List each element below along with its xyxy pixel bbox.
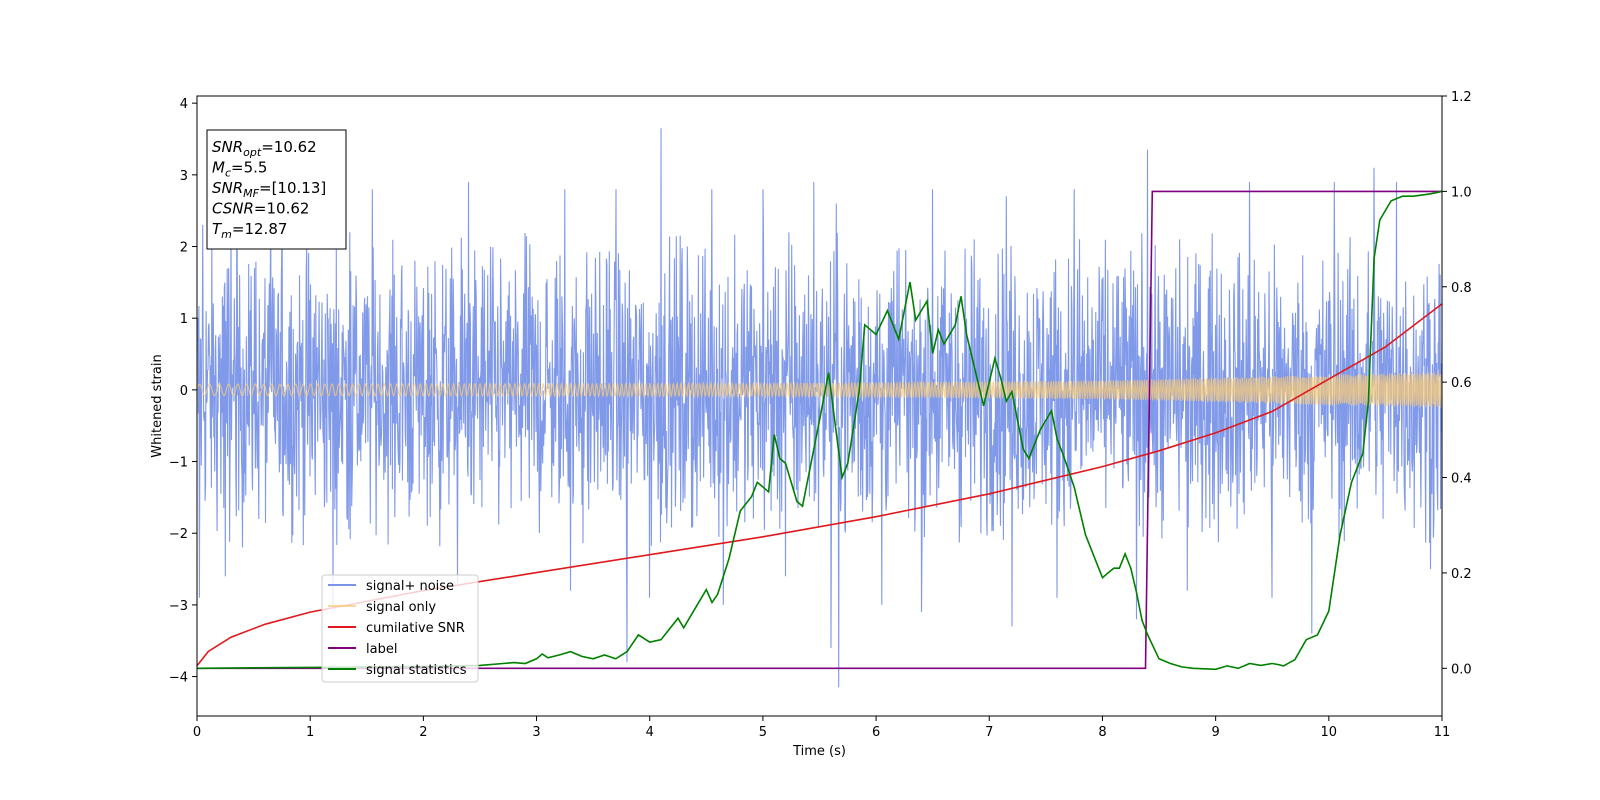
y2-tick-label: 0.2 [1451, 567, 1472, 582]
series-signal-only [197, 372, 1442, 408]
annotation-value: =[10.13] [259, 179, 326, 197]
x-tick-label: 0 [193, 725, 201, 740]
y-tick-label: 2 [180, 241, 188, 256]
snr-annotation-box: SNRopt=10.62Mc=5.5SNRMF=[10.13]CSNR=10.6… [206, 129, 347, 250]
annotation-line: Mc=5.5 [212, 159, 267, 180]
plot-area [197, 128, 1442, 688]
y-tick-label: 3 [180, 169, 188, 184]
annotation-subscript: c [225, 167, 231, 180]
x-tick-label: 2 [419, 725, 427, 740]
x-tick-label: 11 [1434, 725, 1451, 740]
annotation-value: =5.5 [231, 159, 267, 177]
x-tick-label: 8 [1098, 725, 1106, 740]
x-tick-label: 7 [985, 725, 993, 740]
x-tick-label: 6 [872, 725, 880, 740]
y-tick-label: −4 [169, 671, 188, 686]
plot-frame [196, 95, 1443, 717]
annotation-line: CSNR=10.62 [212, 200, 309, 218]
annotation-value: =12.87 [232, 220, 288, 238]
y-axis-left: 4 3 2 1 0 −1 −2 −3 −4 [169, 97, 197, 686]
y2-tick-label: 1.2 [1451, 90, 1472, 105]
annotation-symbol: T [212, 220, 223, 238]
annotation-subscript: opt [243, 146, 262, 159]
y2-tick-label: 1.0 [1451, 185, 1472, 200]
x-axis: 0 1 2 3 4 5 6 7 8 9 10 11 [193, 716, 1450, 740]
legend-label: label [366, 642, 397, 657]
legend-frame [321, 574, 479, 683]
y2-tick-label: 0.4 [1451, 472, 1472, 487]
annotation-symbol: M [212, 159, 225, 177]
y-tick-label: 1 [180, 312, 188, 327]
annotation-line: Tm=12.87 [212, 220, 287, 241]
y2-tick-label: 0.0 [1451, 662, 1472, 677]
legend-label: cumilative SNR [366, 621, 465, 636]
annotation-line: SNRMF=[10.13] [212, 179, 326, 200]
x-tick-label: 4 [646, 725, 654, 740]
y-tick-label: −1 [169, 456, 188, 471]
y-tick-label: −3 [169, 599, 188, 614]
legend: signal+ noise signal only cumilative SNR la… [321, 574, 479, 683]
annotation-value: =10.62 [254, 200, 310, 218]
annotation-frame [206, 129, 347, 250]
annotation-line: SNRopt=10.62 [212, 138, 317, 159]
legend-label: signal statistics [366, 663, 467, 678]
annotation-symbol: SNR [212, 179, 243, 197]
x-tick-label: 5 [759, 725, 767, 740]
legend-label: signal+ noise [366, 579, 454, 594]
x-axis-label: Time (s) [792, 744, 846, 759]
annotation-symbol: CSNR [212, 200, 254, 218]
annotation-value: =10.62 [261, 138, 317, 156]
legend-label: signal only [366, 600, 436, 615]
series-signal-statistics [197, 190, 1442, 671]
x-tick-label: 9 [1211, 725, 1219, 740]
annotation-subscript: m [221, 228, 232, 241]
y-tick-label: −2 [169, 527, 188, 542]
series-cumulative-snr [197, 303, 1442, 667]
annotation-subscript: MF [243, 187, 259, 200]
y-axis-label: Whitened strain [150, 354, 165, 457]
x-tick-label: 1 [306, 725, 314, 740]
series-signal-plus-noise [197, 128, 1442, 688]
y-tick-label: 4 [180, 97, 188, 112]
series-label [197, 190, 1442, 670]
y2-tick-label: 0.6 [1451, 376, 1472, 391]
y2-tick-label: 0.8 [1451, 281, 1472, 296]
y-axis-right: 1.2 1.0 0.8 0.6 0.4 0.2 0.0 [1442, 90, 1472, 677]
x-tick-label: 3 [532, 725, 540, 740]
annotation-symbol: SNR [212, 138, 243, 156]
y-tick-label: 0 [180, 384, 188, 399]
x-tick-label: 10 [1321, 725, 1338, 740]
